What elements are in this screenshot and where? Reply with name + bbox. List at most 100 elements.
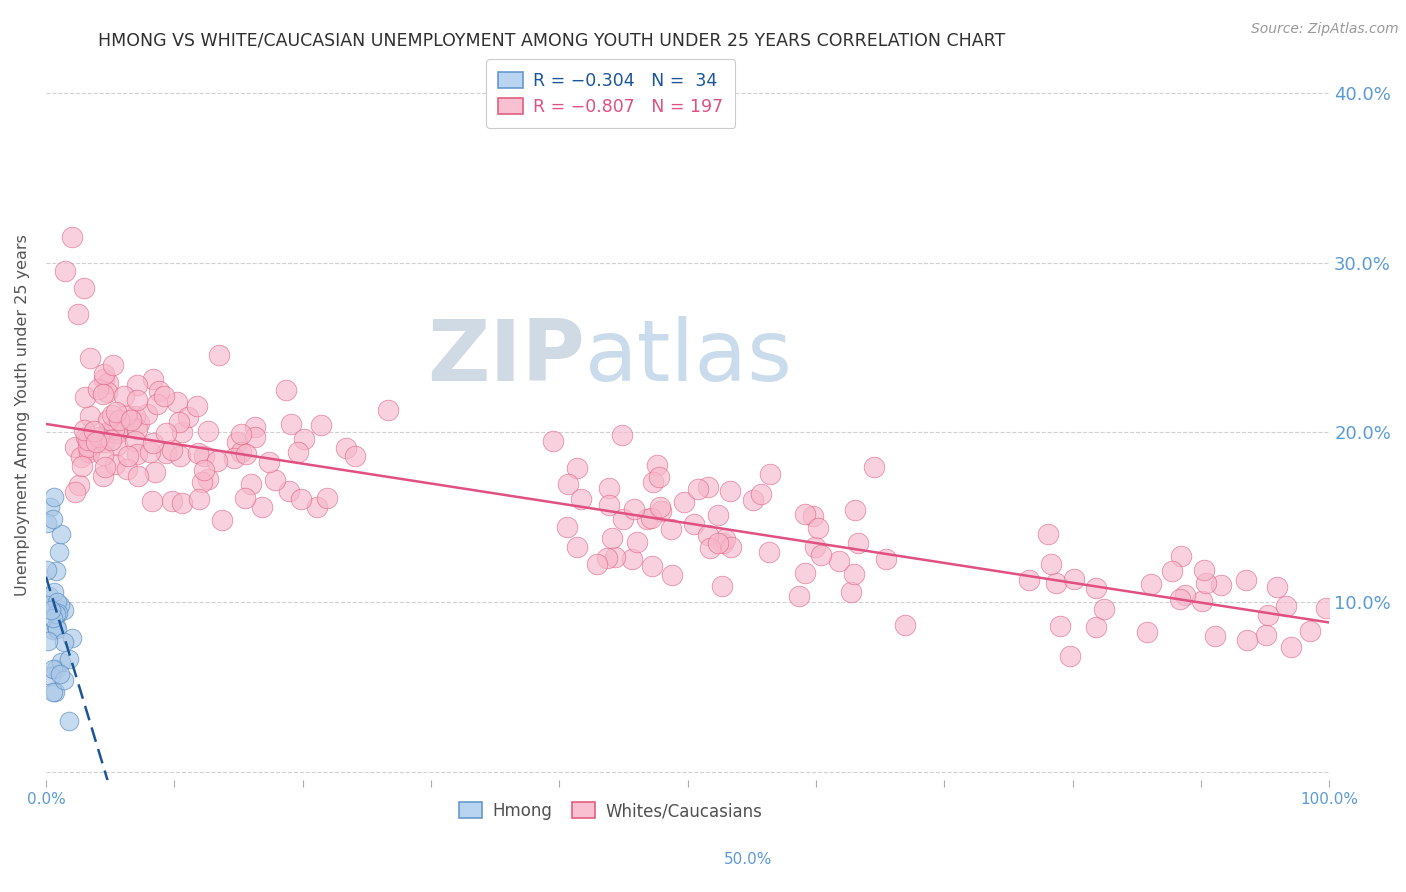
Text: 50.0%: 50.0% xyxy=(724,852,772,867)
Point xyxy=(91,448,114,462)
Point xyxy=(659,523,682,537)
Point xyxy=(1170,549,1192,564)
Point xyxy=(205,453,228,467)
Point xyxy=(124,434,146,449)
Point xyxy=(187,446,209,460)
Point xyxy=(42,662,65,676)
Point xyxy=(235,447,257,461)
Point xyxy=(45,662,67,676)
Point xyxy=(688,483,710,497)
Point xyxy=(93,371,115,385)
Point xyxy=(290,492,312,507)
Point xyxy=(45,564,67,578)
Point xyxy=(280,417,302,431)
Point xyxy=(211,513,233,527)
Point xyxy=(841,585,863,599)
Point xyxy=(127,469,149,483)
Point xyxy=(93,469,115,483)
Point xyxy=(243,420,266,434)
Point xyxy=(58,714,80,728)
Point xyxy=(623,501,645,516)
Point xyxy=(612,512,634,526)
Point xyxy=(79,442,101,457)
Point xyxy=(1049,618,1071,632)
Point xyxy=(77,445,100,459)
Point xyxy=(863,459,886,474)
Point xyxy=(128,416,150,430)
Point xyxy=(186,399,208,413)
Point xyxy=(711,579,734,593)
Point xyxy=(229,445,252,459)
Point xyxy=(696,528,718,542)
Point xyxy=(804,541,827,555)
Point xyxy=(58,652,80,666)
Point xyxy=(335,441,357,455)
Point xyxy=(699,541,721,555)
Point xyxy=(42,611,65,625)
Point xyxy=(1191,594,1213,608)
Point xyxy=(759,467,782,481)
Point xyxy=(197,472,219,486)
Point xyxy=(828,554,851,568)
Point xyxy=(208,348,231,362)
Point xyxy=(49,667,72,681)
Point xyxy=(1045,576,1067,591)
Point xyxy=(48,606,70,620)
Point xyxy=(79,439,101,453)
Point xyxy=(53,602,76,616)
Point xyxy=(138,445,160,459)
Point xyxy=(42,512,65,526)
Point xyxy=(224,450,246,465)
Point xyxy=(93,368,115,382)
Point xyxy=(148,384,170,398)
Point xyxy=(115,462,138,476)
Point xyxy=(70,459,93,474)
Point xyxy=(1039,557,1062,571)
Point xyxy=(65,440,87,454)
Point xyxy=(1174,588,1197,602)
Point xyxy=(1279,640,1302,655)
Point xyxy=(1168,592,1191,607)
Point xyxy=(714,532,737,546)
Point xyxy=(73,423,96,437)
Point xyxy=(640,558,662,573)
Point xyxy=(75,430,97,444)
Point xyxy=(287,444,309,458)
Point xyxy=(749,486,772,500)
Point xyxy=(650,503,672,517)
Point xyxy=(143,465,166,479)
Point xyxy=(557,476,579,491)
Point xyxy=(598,481,620,495)
Point xyxy=(46,595,69,609)
Point xyxy=(626,534,648,549)
Y-axis label: Unemployment Among Youth under 25 years: Unemployment Among Youth under 25 years xyxy=(15,235,30,597)
Point xyxy=(807,520,830,534)
Point xyxy=(1085,581,1108,595)
Point xyxy=(1234,573,1257,587)
Point xyxy=(636,512,658,526)
Point xyxy=(39,603,62,617)
Point xyxy=(672,494,695,508)
Text: atlas: atlas xyxy=(585,316,793,399)
Point xyxy=(83,424,105,438)
Point xyxy=(193,463,215,477)
Point xyxy=(48,544,70,558)
Point xyxy=(307,500,329,514)
Point xyxy=(120,412,142,426)
Point xyxy=(53,635,76,649)
Point xyxy=(166,395,188,409)
Point xyxy=(177,410,200,425)
Point xyxy=(96,385,118,400)
Text: ZIP: ZIP xyxy=(427,316,585,399)
Point xyxy=(640,511,662,525)
Point xyxy=(117,449,139,463)
Point xyxy=(263,473,285,487)
Point xyxy=(718,483,741,498)
Point xyxy=(682,516,704,531)
Point xyxy=(315,491,337,506)
Point xyxy=(125,422,148,436)
Point xyxy=(377,403,399,417)
Point xyxy=(648,470,671,484)
Text: Source: ZipAtlas.com: Source: ZipAtlas.com xyxy=(1251,22,1399,37)
Point xyxy=(105,425,128,440)
